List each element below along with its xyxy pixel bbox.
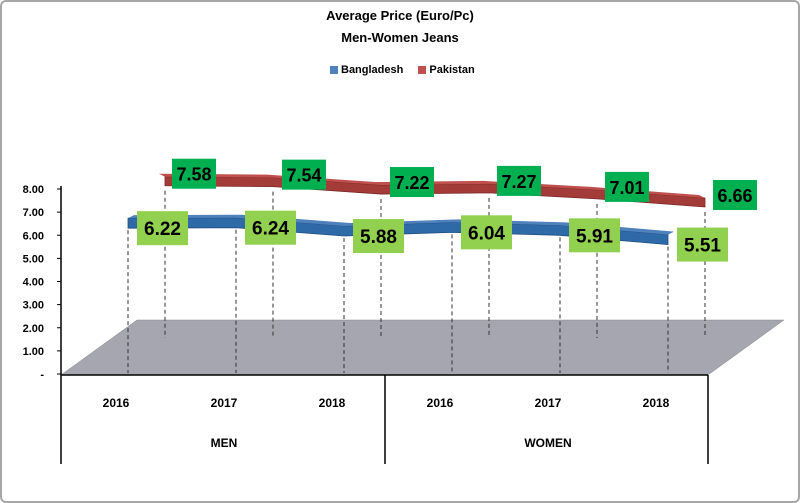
data-label-box-pakistan xyxy=(282,159,326,190)
data-label-bangladesh: 5.88 xyxy=(360,227,397,248)
x-tick-label: 2016 xyxy=(103,396,130,410)
x-tick-label: 2016 xyxy=(427,396,454,410)
data-label-pakistan: 7.58 xyxy=(176,165,211,185)
y-tick-label: 3.00 xyxy=(23,300,44,312)
chart-subtitle: Men-Women Jeans xyxy=(341,30,459,45)
y-tick-label: 8.00 xyxy=(23,184,44,196)
data-label-box-bangladesh xyxy=(353,219,404,254)
legend-label-pakistan: Pakistan xyxy=(429,64,475,76)
data-label-pakistan: 6.66 xyxy=(717,186,752,206)
group-label: MEN xyxy=(211,436,238,450)
data-label-box-pakistan xyxy=(390,167,434,198)
data-label-box-pakistan xyxy=(605,171,649,202)
legend: Bangladesh Pakistan xyxy=(330,64,487,77)
y-tick-label: 6.00 xyxy=(23,230,44,242)
data-label-bangladesh: 6.24 xyxy=(252,219,289,240)
x-tick-label: 2017 xyxy=(535,396,562,410)
legend-swatch-pakistan xyxy=(418,66,427,74)
data-label-box-bangladesh xyxy=(461,215,512,250)
data-label-bangladesh: 5.51 xyxy=(684,236,721,257)
data-label-pakistan: 7.54 xyxy=(286,166,321,186)
x-tick-label: 2018 xyxy=(319,396,346,410)
data-label-box-pakistan xyxy=(172,158,216,189)
data-label-box-bangladesh xyxy=(677,227,728,262)
data-label-bangladesh: 5.91 xyxy=(576,226,613,247)
legend-swatch-bangladesh xyxy=(330,66,338,74)
data-label-box-bangladesh xyxy=(569,218,620,253)
y-tick-label: 2.00 xyxy=(23,323,44,335)
data-label-box-pakistan xyxy=(713,179,757,210)
y-tick-label: 7.00 xyxy=(23,207,44,219)
y-tick-label: 5.00 xyxy=(23,253,44,265)
x-tick-label: 2018 xyxy=(643,396,670,410)
data-label-pakistan: 7.22 xyxy=(394,173,429,193)
data-label-box-pakistan xyxy=(497,165,541,196)
y-tick-label: 4.00 xyxy=(23,277,44,289)
chart-title: Average Price (Euro/Pc) xyxy=(326,8,474,23)
y-tick-label: 1.00 xyxy=(23,346,44,358)
data-label-pakistan: 7.27 xyxy=(501,172,536,192)
chart-floor xyxy=(60,319,785,376)
data-label-bangladesh: 6.04 xyxy=(468,223,505,244)
legend-label-bangladesh: Bangladesh xyxy=(341,64,404,76)
data-label-bangladesh: 6.22 xyxy=(144,219,181,240)
data-label-box-bangladesh xyxy=(245,210,296,245)
legend-item-bangladesh: Bangladesh xyxy=(330,64,403,76)
x-tick-label: 2017 xyxy=(211,396,238,410)
data-label-box-bangladesh xyxy=(137,211,188,246)
legend-item-pakistan: Pakistan xyxy=(418,64,475,76)
y-tick-label: - xyxy=(40,369,44,381)
data-label-pakistan: 7.01 xyxy=(609,178,644,198)
group-label: WOMEN xyxy=(524,436,571,450)
